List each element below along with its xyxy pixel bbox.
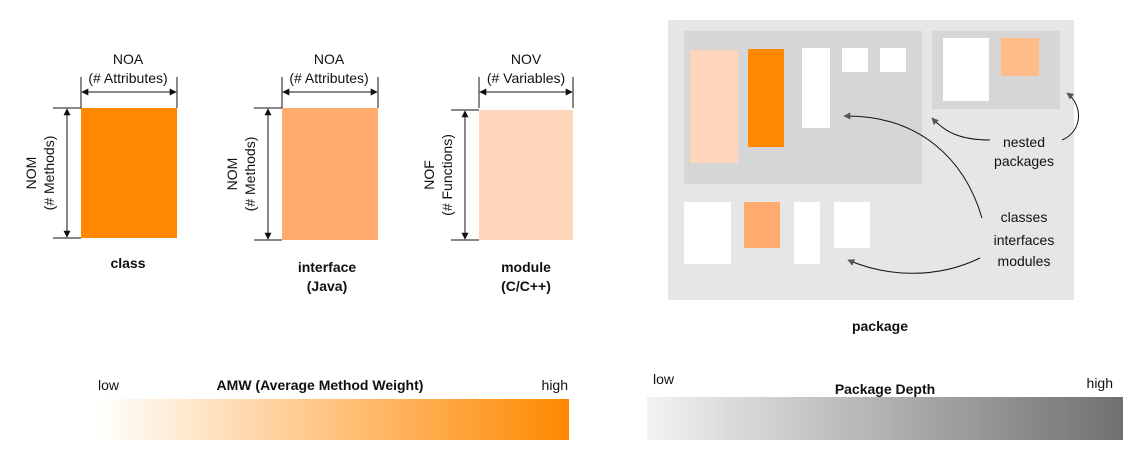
items-label-line3: modules xyxy=(998,253,1051,269)
class-rectangle xyxy=(81,108,177,238)
interface-glyph: NOA (# Attributes) NOM (# Methods) inter… xyxy=(224,51,379,294)
interface-height-metric: NOM xyxy=(224,158,240,191)
depth-title: Package Depth xyxy=(835,381,935,397)
amw-high-label: high xyxy=(542,377,568,393)
interface-height-sub: (# Methods) xyxy=(242,137,258,212)
class-height-metric: NOM xyxy=(23,157,39,190)
items-label-line1: classes xyxy=(1001,209,1048,225)
class-caption: class xyxy=(110,255,145,271)
nested-label-line1: nested xyxy=(1003,134,1045,150)
depth-low-label: low xyxy=(653,371,675,387)
amw-low-label: low xyxy=(98,377,120,393)
class-height-sub: (# Methods) xyxy=(41,136,57,211)
interface-width-metric: NOA xyxy=(314,51,345,67)
package-white-box-2 xyxy=(794,202,820,264)
depth-gradient-bar xyxy=(647,397,1123,440)
amw-gradient-bar xyxy=(97,399,569,440)
class-width-metric: NOA xyxy=(113,51,144,67)
interface-width-sub: (# Attributes) xyxy=(289,70,368,86)
package-white-box-1 xyxy=(684,202,731,264)
nested-white-box-tall xyxy=(802,48,830,128)
nested-module-box xyxy=(690,50,738,163)
nested-label-line2: packages xyxy=(994,153,1054,169)
package-white-box-3 xyxy=(834,202,870,248)
items-arrow-top xyxy=(843,112,983,219)
module-glyph: NOV (# Variables) NOF (# Functions) modu… xyxy=(421,51,574,294)
package-interface-box xyxy=(744,202,780,248)
module-caption-line2: (C/C++) xyxy=(501,278,551,294)
interface-caption-line2: (Java) xyxy=(307,278,347,294)
module-rectangle xyxy=(479,110,573,240)
depth-legend: low Package Depth high xyxy=(647,371,1123,440)
module-height-metric: NOF xyxy=(421,160,437,190)
depth-high-label: high xyxy=(1087,375,1113,391)
class-glyph: NOA (# Attributes) NOM (# Methods) class xyxy=(23,51,178,271)
nested-white-box-small-2 xyxy=(880,48,906,72)
interface-caption-line1: interface xyxy=(298,259,357,275)
package-caption: package xyxy=(852,318,908,334)
package-example: nested packages classes interfaces modul… xyxy=(668,20,1079,334)
interface-rectangle xyxy=(282,108,378,240)
nested-interface-box xyxy=(1001,38,1039,76)
nested-arrow-left xyxy=(931,117,991,141)
module-height-sub: (# Functions) xyxy=(439,134,455,216)
class-width-sub: (# Attributes) xyxy=(88,70,167,86)
items-arrow-bottom xyxy=(847,257,981,274)
nested-white-box-small-1 xyxy=(842,48,868,72)
nested-white-box-wide xyxy=(943,38,989,101)
module-caption-line1: module xyxy=(501,259,551,275)
nested-class-box xyxy=(748,49,784,147)
nested-arrow-right xyxy=(1061,92,1079,141)
items-label-line2: interfaces xyxy=(994,232,1055,248)
module-width-metric: NOV xyxy=(511,51,542,67)
module-width-sub: (# Variables) xyxy=(487,70,565,86)
amw-legend: low AMW (Average Method Weight) high xyxy=(97,377,569,440)
amw-title: AMW (Average Method Weight) xyxy=(217,377,424,393)
